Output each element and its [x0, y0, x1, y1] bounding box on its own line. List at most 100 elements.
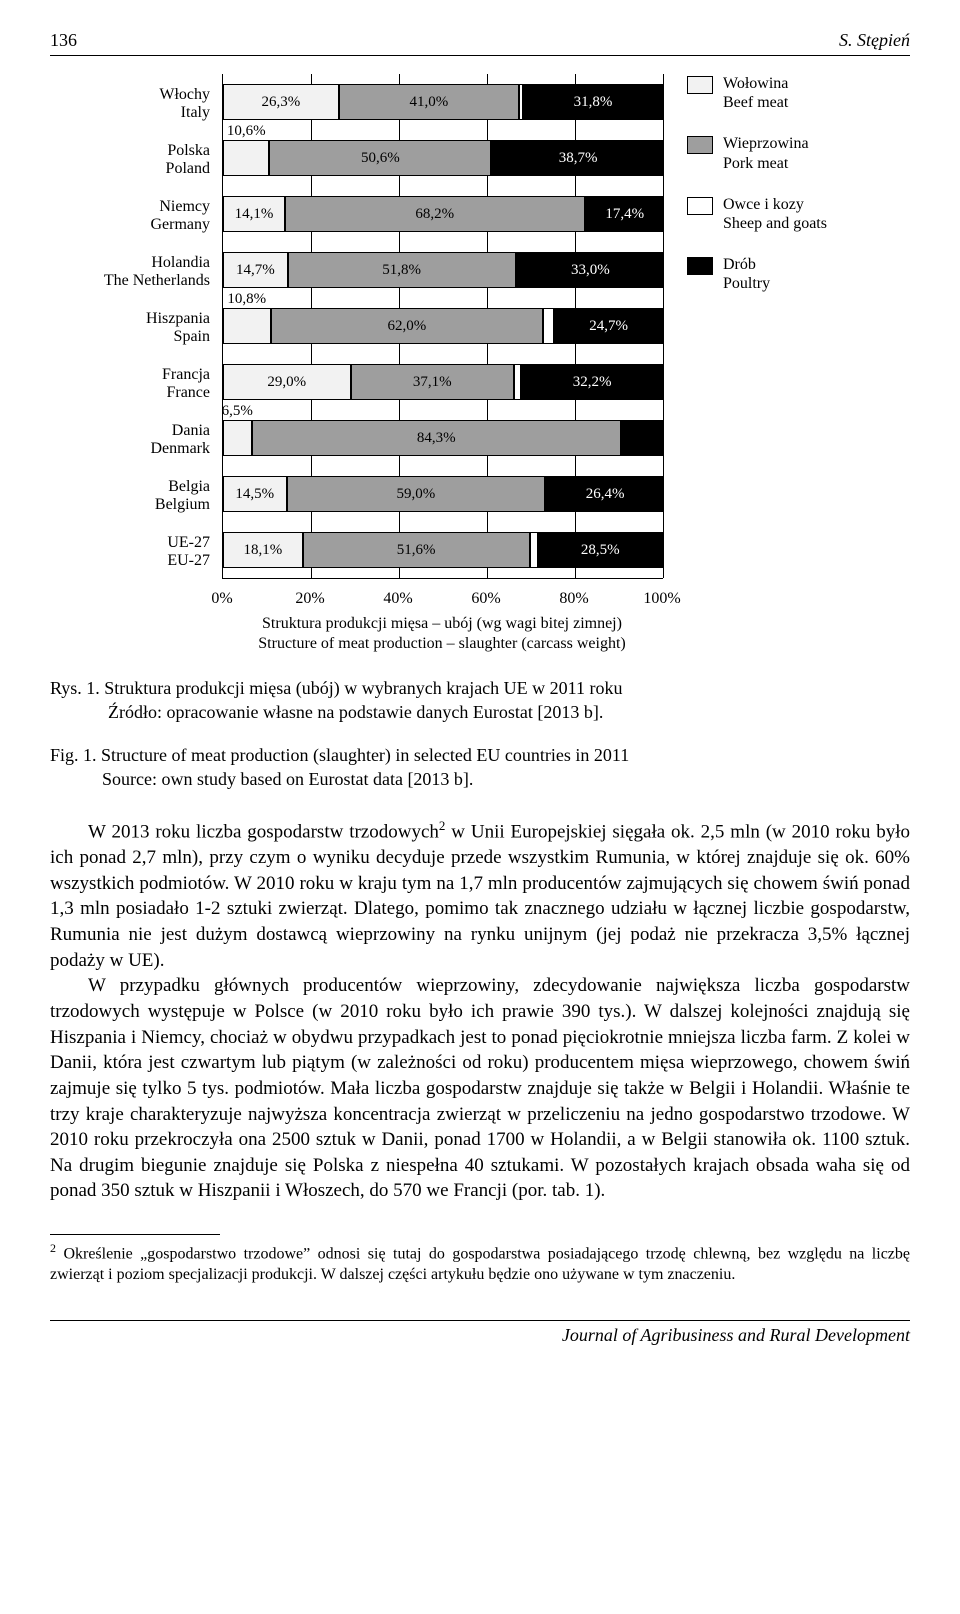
bar-segment-beef: 14,1%: [223, 196, 285, 232]
x-tick-label: 0%: [211, 590, 232, 608]
legend-text: Owce i kozySheep and goats: [723, 195, 827, 233]
bar-value-label: 41,0%: [410, 94, 449, 111]
bar-segment-poultry: 31,8%: [523, 84, 663, 120]
page: 136 S. Stępień WłochyItalyPolskaPolandNi…: [0, 0, 960, 1386]
bar-value-label: 10,6%: [227, 123, 266, 140]
legend-swatch: [687, 136, 713, 154]
category-label-en: The Netherlands: [50, 272, 210, 290]
bar-value-label: 6,5%: [222, 403, 253, 420]
bar-value-label: 32,2%: [573, 374, 612, 391]
bar-value-label: 50,6%: [361, 150, 400, 167]
legend-item-poultry: DróbPoultry: [687, 255, 827, 293]
bar-segment-poultry: 38,7%: [493, 140, 663, 176]
legend-item-pork: WieprzowinaPork meat: [687, 134, 827, 172]
bar-segment-poultry: 24,7%: [554, 308, 663, 344]
category-label: HolandiaThe Netherlands: [50, 244, 210, 300]
chart: WłochyItalyPolskaPolandNiemcyGermanyHola…: [50, 74, 910, 580]
bar-value-label: 14,1%: [235, 206, 274, 223]
bar-segment-sheep: [530, 532, 538, 568]
plot-area: 26,3% 41,0% 31,8% 10,6% 50,6% 38,7% 14,1% 68,2%…: [222, 74, 663, 579]
legend-swatch: [687, 257, 713, 275]
category-label-en: Denmark: [50, 440, 210, 458]
legend-text: DróbPoultry: [723, 255, 770, 293]
bar-segment-beef: 29,0%: [223, 364, 351, 400]
bar-value-label: 18,1%: [243, 542, 282, 559]
grid-line: [663, 74, 664, 578]
bar-row: 14,1% 68,2% 17,4%: [223, 196, 663, 232]
legend-text-pl: Drób: [723, 255, 770, 274]
bar-segment-beef: 14,7%: [223, 252, 288, 288]
legend-text-en: Pork meat: [723, 154, 809, 173]
bar-segment-pork: 41,0%: [339, 84, 519, 120]
legend-swatch: [687, 76, 713, 94]
bar-segment-poultry: 17,4%: [587, 196, 663, 232]
bar-value-label: 26,3%: [261, 94, 300, 111]
caption-pl-line1: Rys. 1. Struktura produkcji mięsa (ubój)…: [50, 678, 623, 698]
category-label-pl: Polska: [50, 142, 210, 160]
bar-segment-pork: 51,6%: [303, 532, 530, 568]
legend-text-pl: Owce i kozy: [723, 195, 827, 214]
bar-segment-beef: 18,1%: [223, 532, 303, 568]
bar-value-label: 17,4%: [605, 206, 644, 223]
category-label-pl: Dania: [50, 422, 210, 440]
bar-row: 10,8%62,0%24,7%: [223, 308, 663, 344]
bar-row: 10,6%50,6%38,7%: [223, 140, 663, 176]
running-head-author: S. Stępień: [839, 30, 910, 51]
paragraph-1: W 2013 roku liczba gospodarstw trzodowyc…: [50, 817, 910, 973]
bar-value-label: 68,2%: [415, 206, 454, 223]
bar-row: 18,1%51,6%28,5%: [223, 532, 663, 568]
legend-item-sheep: Owce i kozySheep and goats: [687, 195, 827, 233]
category-label-pl: Francja: [50, 366, 210, 384]
legend-text: WołowinaBeef meat: [723, 74, 788, 112]
category-label: PolskaPoland: [50, 132, 210, 188]
category-label: NiemcyGermany: [50, 188, 210, 244]
legend-text: WieprzowinaPork meat: [723, 134, 809, 172]
bar-value-label: 51,8%: [382, 262, 421, 279]
legend-text-en: Sheep and goats: [723, 214, 827, 233]
x-tick-label: 40%: [383, 590, 412, 608]
bar-value-label: 24,7%: [589, 318, 628, 335]
bar-segment-pork: 84,3%: [252, 420, 622, 456]
category-label: FrancjaFrance: [50, 356, 210, 412]
category-label-en: Belgium: [50, 496, 210, 514]
category-label-pl: UE-27: [50, 534, 210, 552]
bar-value-label: 14,7%: [236, 262, 275, 279]
bar-row: 26,3% 41,0% 31,8%: [223, 84, 663, 120]
bar-value-label: 59,0%: [397, 486, 436, 503]
category-label-pl: Holandia: [50, 254, 210, 272]
footnote-text: Określenie „gospodarstwo trzodowe” odnos…: [50, 1245, 910, 1283]
bar-segment-pork: 37,1%: [351, 364, 514, 400]
caption-en-line2: Source: own study based on Eurostat data…: [50, 767, 473, 791]
bar-segment-pork: 59,0%: [287, 476, 546, 512]
p1-part-b: w Unii Europejskiej sięgała ok. 2,5 mln …: [50, 822, 910, 971]
caption-pl-line2: Źródło: opracowanie własne na podstawie …: [50, 700, 603, 724]
footer-journal: Journal of Agribusiness and Rural Develo…: [50, 1320, 910, 1346]
category-label-en: France: [50, 384, 210, 402]
bar-row: 14,5%59,0%26,4%: [223, 476, 663, 512]
category-label: HiszpaniaSpain: [50, 300, 210, 356]
bar-segment-pork: 68,2%: [285, 196, 585, 232]
legend-text-en: Beef meat: [723, 93, 788, 112]
bar-value-label: 29,0%: [267, 374, 306, 391]
category-label-en: Spain: [50, 328, 210, 346]
y-axis-labels: WłochyItalyPolskaPolandNiemcyGermanyHola…: [50, 74, 210, 580]
figure-caption-en: Fig. 1. Structure of meat production (sl…: [50, 743, 910, 792]
bar-segment-poultry: 32,2%: [521, 364, 663, 400]
category-label-en: Italy: [50, 104, 210, 122]
category-label-en: EU-27: [50, 552, 210, 570]
category-label-pl: Hiszpania: [50, 310, 210, 328]
bar-value-label: 31,8%: [574, 94, 613, 111]
bar-segment-beef: 26,3%: [223, 84, 339, 120]
bar-value-label: 51,6%: [397, 542, 436, 559]
category-label: BelgiaBelgium: [50, 468, 210, 524]
bar-segment-pork: 62,0%: [271, 308, 544, 344]
page-number: 136: [50, 30, 77, 51]
category-label-pl: Belgia: [50, 478, 210, 496]
category-label-en: Poland: [50, 160, 210, 178]
bar-segment-beef: 6,5%: [223, 420, 252, 456]
x-axis-ticks: 0%20%40%60%80%100%: [222, 588, 662, 610]
footnote: 2 Określenie „gospodarstwo trzodowe” odn…: [50, 1241, 910, 1286]
caption-en-line1: Fig. 1. Structure of meat production (sl…: [50, 745, 629, 765]
x-axis-title-pl: Struktura produkcji mięsa – ubój (wg wag…: [262, 615, 622, 632]
legend-text-pl: Wieprzowina: [723, 134, 809, 153]
